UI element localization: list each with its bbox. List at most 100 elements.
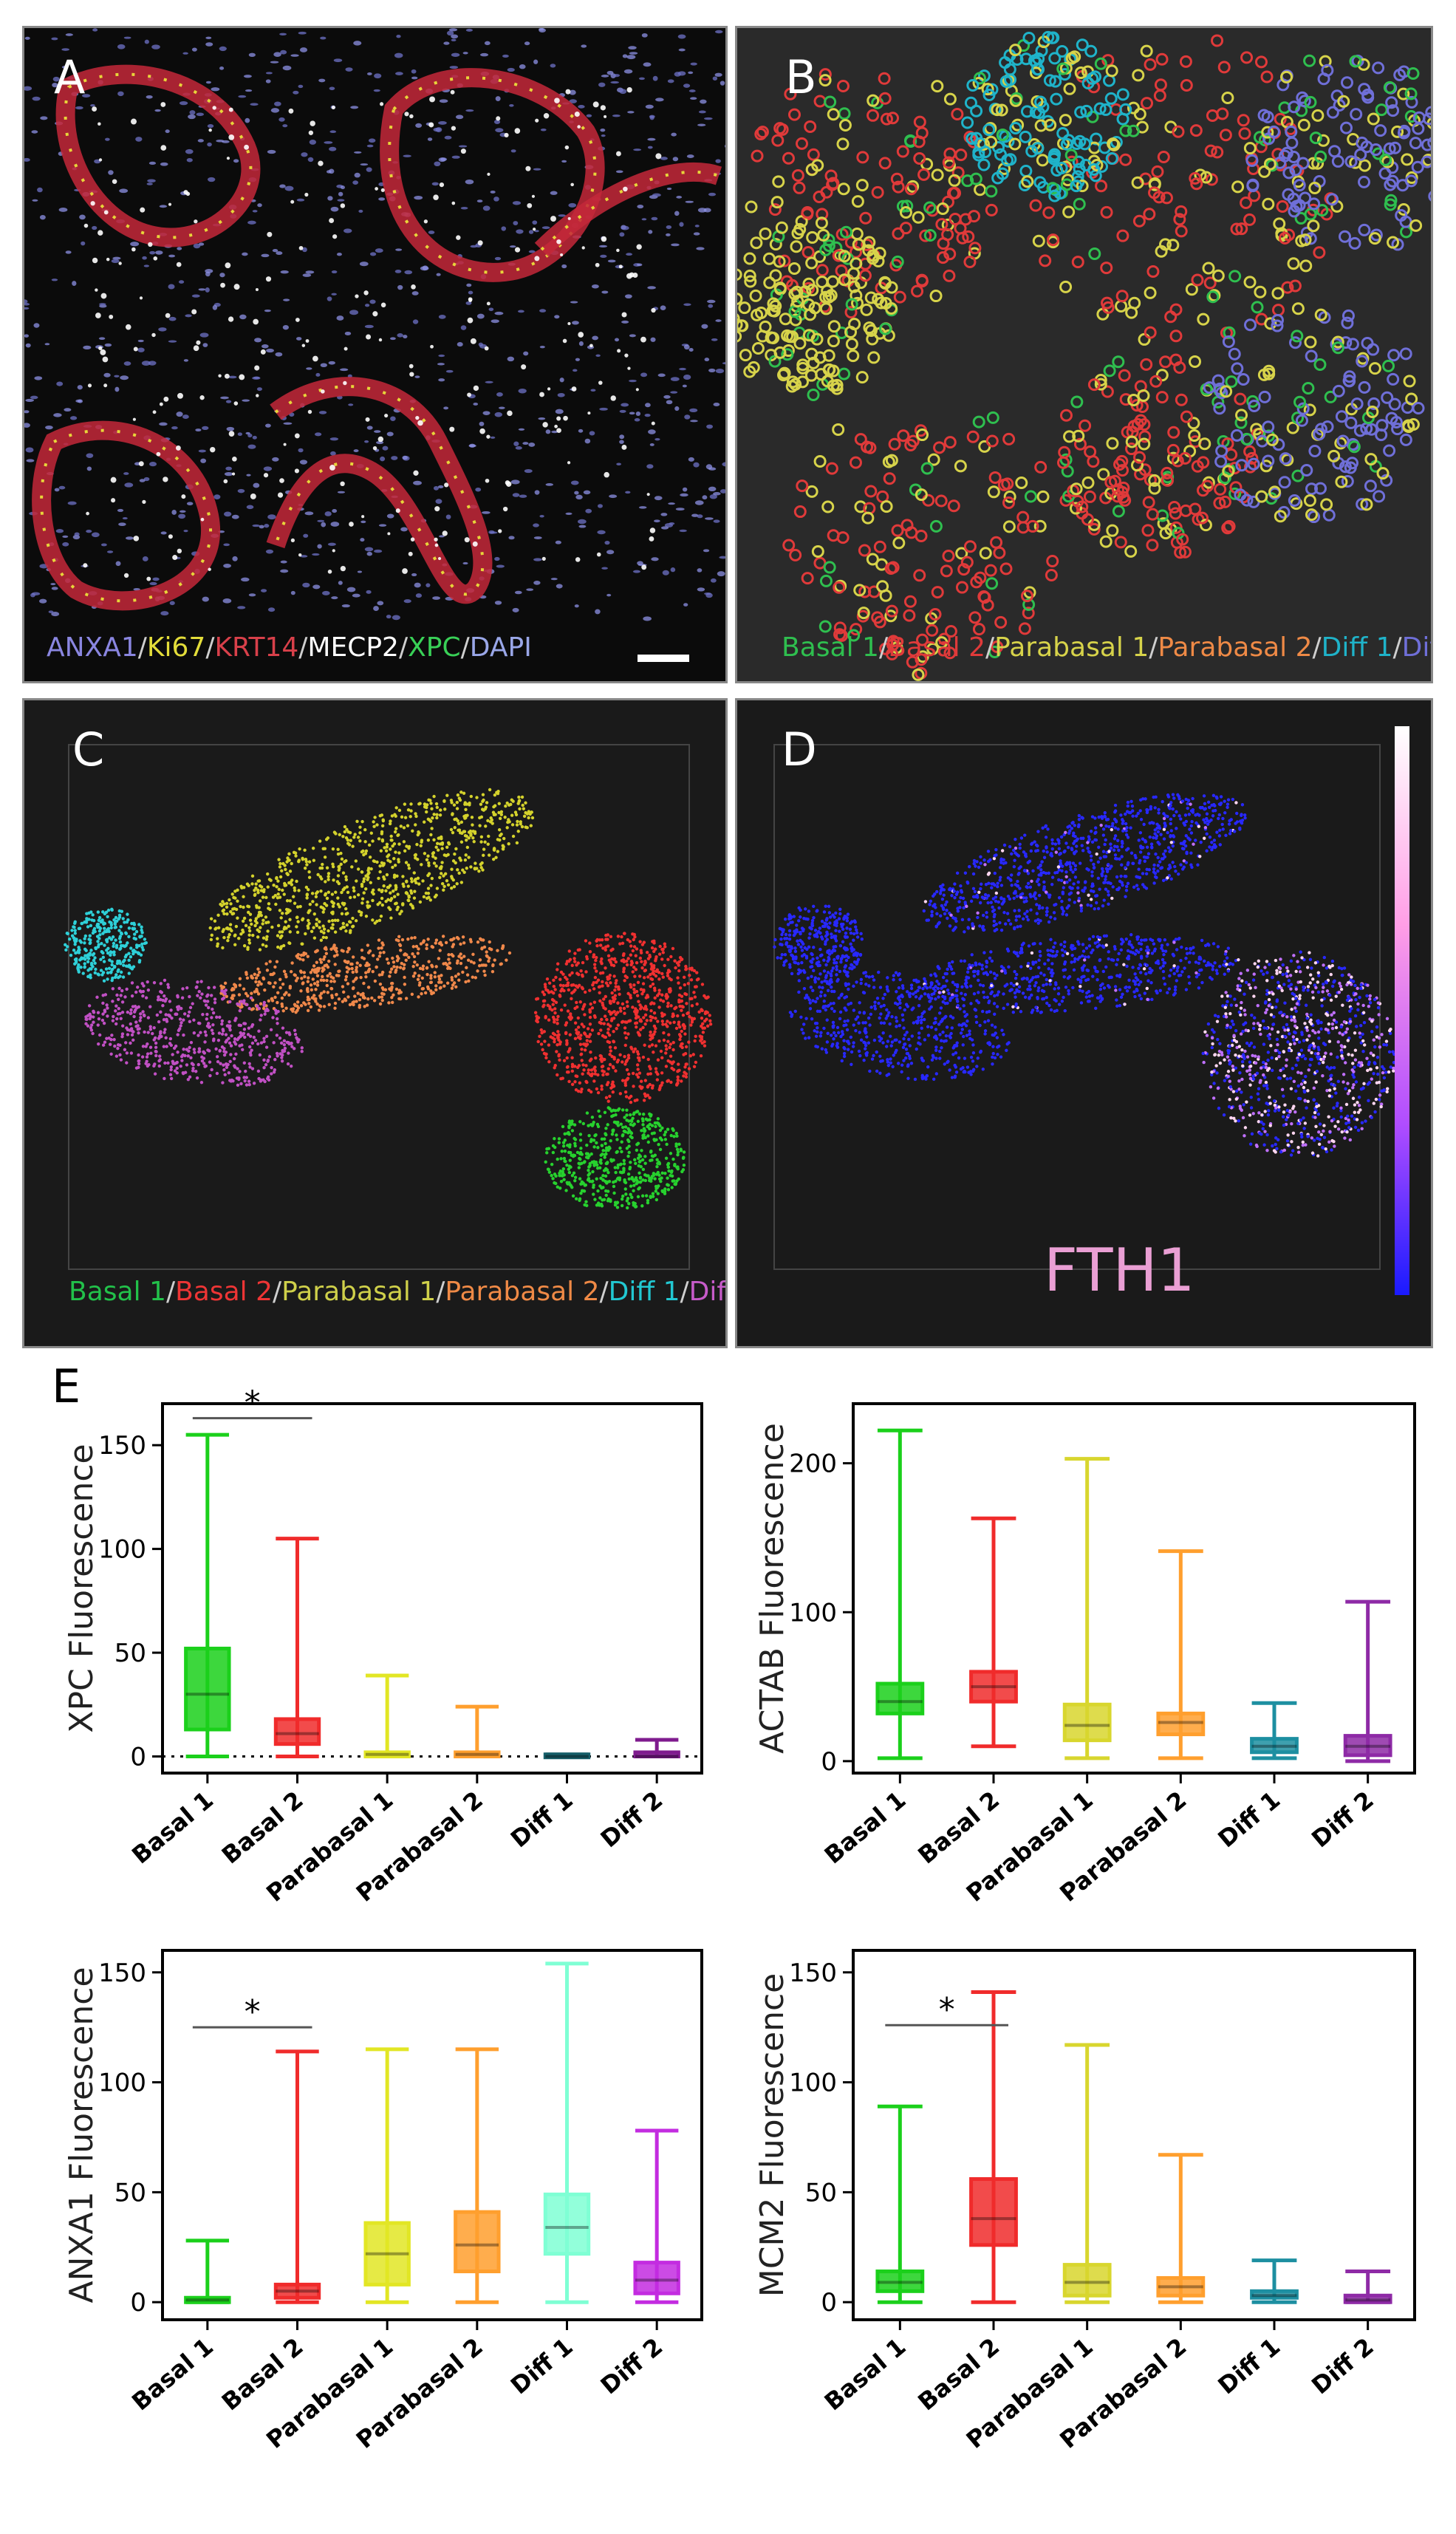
cell-outline xyxy=(1321,420,1334,434)
cell-outline xyxy=(1296,157,1310,170)
umap-point xyxy=(210,933,213,938)
umap-point xyxy=(604,938,608,941)
umap-point xyxy=(427,798,431,802)
cell-outline xyxy=(1288,100,1301,114)
nucleus-mark xyxy=(493,197,499,202)
nucleus-mark xyxy=(629,379,637,383)
umap-point xyxy=(596,1124,601,1129)
umap-point xyxy=(238,977,242,980)
nucleus-mark xyxy=(397,333,403,338)
nucleus-mark xyxy=(689,408,698,413)
cell-outline xyxy=(1148,474,1161,487)
umap-point xyxy=(558,983,563,987)
umap-point xyxy=(323,954,327,959)
nucleus-mark xyxy=(83,345,92,350)
umap-point xyxy=(506,820,510,824)
umap-point xyxy=(262,936,266,940)
umap-point xyxy=(319,929,324,933)
cell-outline xyxy=(1148,482,1161,495)
mecp2-mark xyxy=(153,256,158,261)
umap-point xyxy=(660,1056,664,1060)
umap-point xyxy=(322,978,326,983)
nucleus-mark xyxy=(111,259,120,263)
umap-point xyxy=(570,963,574,967)
mecp2-mark xyxy=(160,102,166,107)
mecp2-mark xyxy=(502,506,508,512)
cell-outline xyxy=(1327,449,1341,462)
cell-outline xyxy=(806,230,819,244)
umap-point xyxy=(366,969,371,973)
cell-outline xyxy=(1218,495,1231,508)
umap-point xyxy=(403,952,407,956)
umap-point xyxy=(559,1179,564,1184)
umap-point xyxy=(570,1016,574,1020)
umap-point xyxy=(413,889,417,893)
cell-outline xyxy=(1104,92,1118,105)
umap-point xyxy=(284,911,289,915)
umap-point xyxy=(392,856,396,861)
nucleus-mark xyxy=(86,453,94,458)
nucleus-mark xyxy=(609,494,618,499)
umap-point xyxy=(345,970,349,974)
mecp2-mark xyxy=(581,246,585,250)
umap-point xyxy=(500,946,505,950)
umap-point xyxy=(669,1042,673,1046)
nucleus-mark xyxy=(448,28,458,32)
cell-outline xyxy=(935,636,949,649)
nucleus-mark xyxy=(148,161,157,165)
nucleus-mark xyxy=(99,303,106,306)
umap-point xyxy=(614,1113,618,1117)
umap-point xyxy=(551,1015,556,1020)
nucleus-mark xyxy=(24,36,30,40)
umap-point xyxy=(285,898,290,903)
umap-point xyxy=(394,814,397,818)
umap-point xyxy=(534,997,539,1001)
cell-outline xyxy=(801,572,814,585)
umap-point xyxy=(349,929,352,932)
nucleus-mark xyxy=(561,264,567,269)
cell-outline xyxy=(1326,106,1339,119)
umap-point xyxy=(610,1011,614,1014)
umap-point xyxy=(256,890,260,895)
cell-outline xyxy=(1138,430,1152,443)
umap-point xyxy=(639,1079,643,1083)
nucleus-mark xyxy=(375,248,383,253)
umap-point xyxy=(278,930,281,934)
nucleus-mark xyxy=(578,525,587,528)
cell-outline xyxy=(893,290,906,304)
cell-outline xyxy=(1221,437,1234,451)
cell-outline xyxy=(1341,474,1354,488)
nucleus-mark xyxy=(415,593,423,598)
legend-separator: / xyxy=(1149,632,1158,663)
nucleus-mark xyxy=(241,577,250,582)
umap-point xyxy=(382,950,386,954)
nucleus-mark xyxy=(432,596,440,600)
nucleus-mark xyxy=(252,524,260,527)
cell-outline xyxy=(962,230,975,243)
mecp2-mark xyxy=(125,324,131,330)
nucleus-mark xyxy=(440,157,448,162)
umap-point xyxy=(428,898,433,902)
mecp2-mark xyxy=(514,128,521,134)
umap-point xyxy=(618,942,622,946)
cell-outline xyxy=(802,298,816,311)
umap-point xyxy=(437,977,442,981)
umap-point xyxy=(425,896,429,900)
mecp2-mark xyxy=(395,508,400,513)
umap-point xyxy=(655,1078,660,1082)
cell-outline xyxy=(1039,254,1052,267)
umap-point xyxy=(403,802,407,806)
umap-point xyxy=(392,895,397,898)
nucleus-mark xyxy=(702,495,708,500)
umap-point xyxy=(627,1201,631,1206)
umap-point xyxy=(671,1040,675,1045)
umap-point xyxy=(541,999,546,1003)
umap-point xyxy=(601,1073,605,1077)
cell-outline xyxy=(1409,219,1423,232)
umap-point xyxy=(406,898,410,902)
umap-point xyxy=(389,916,393,920)
umap-point xyxy=(487,959,491,963)
umap-point xyxy=(427,872,431,875)
mecp2-mark xyxy=(655,153,662,160)
umap-point xyxy=(428,980,433,985)
